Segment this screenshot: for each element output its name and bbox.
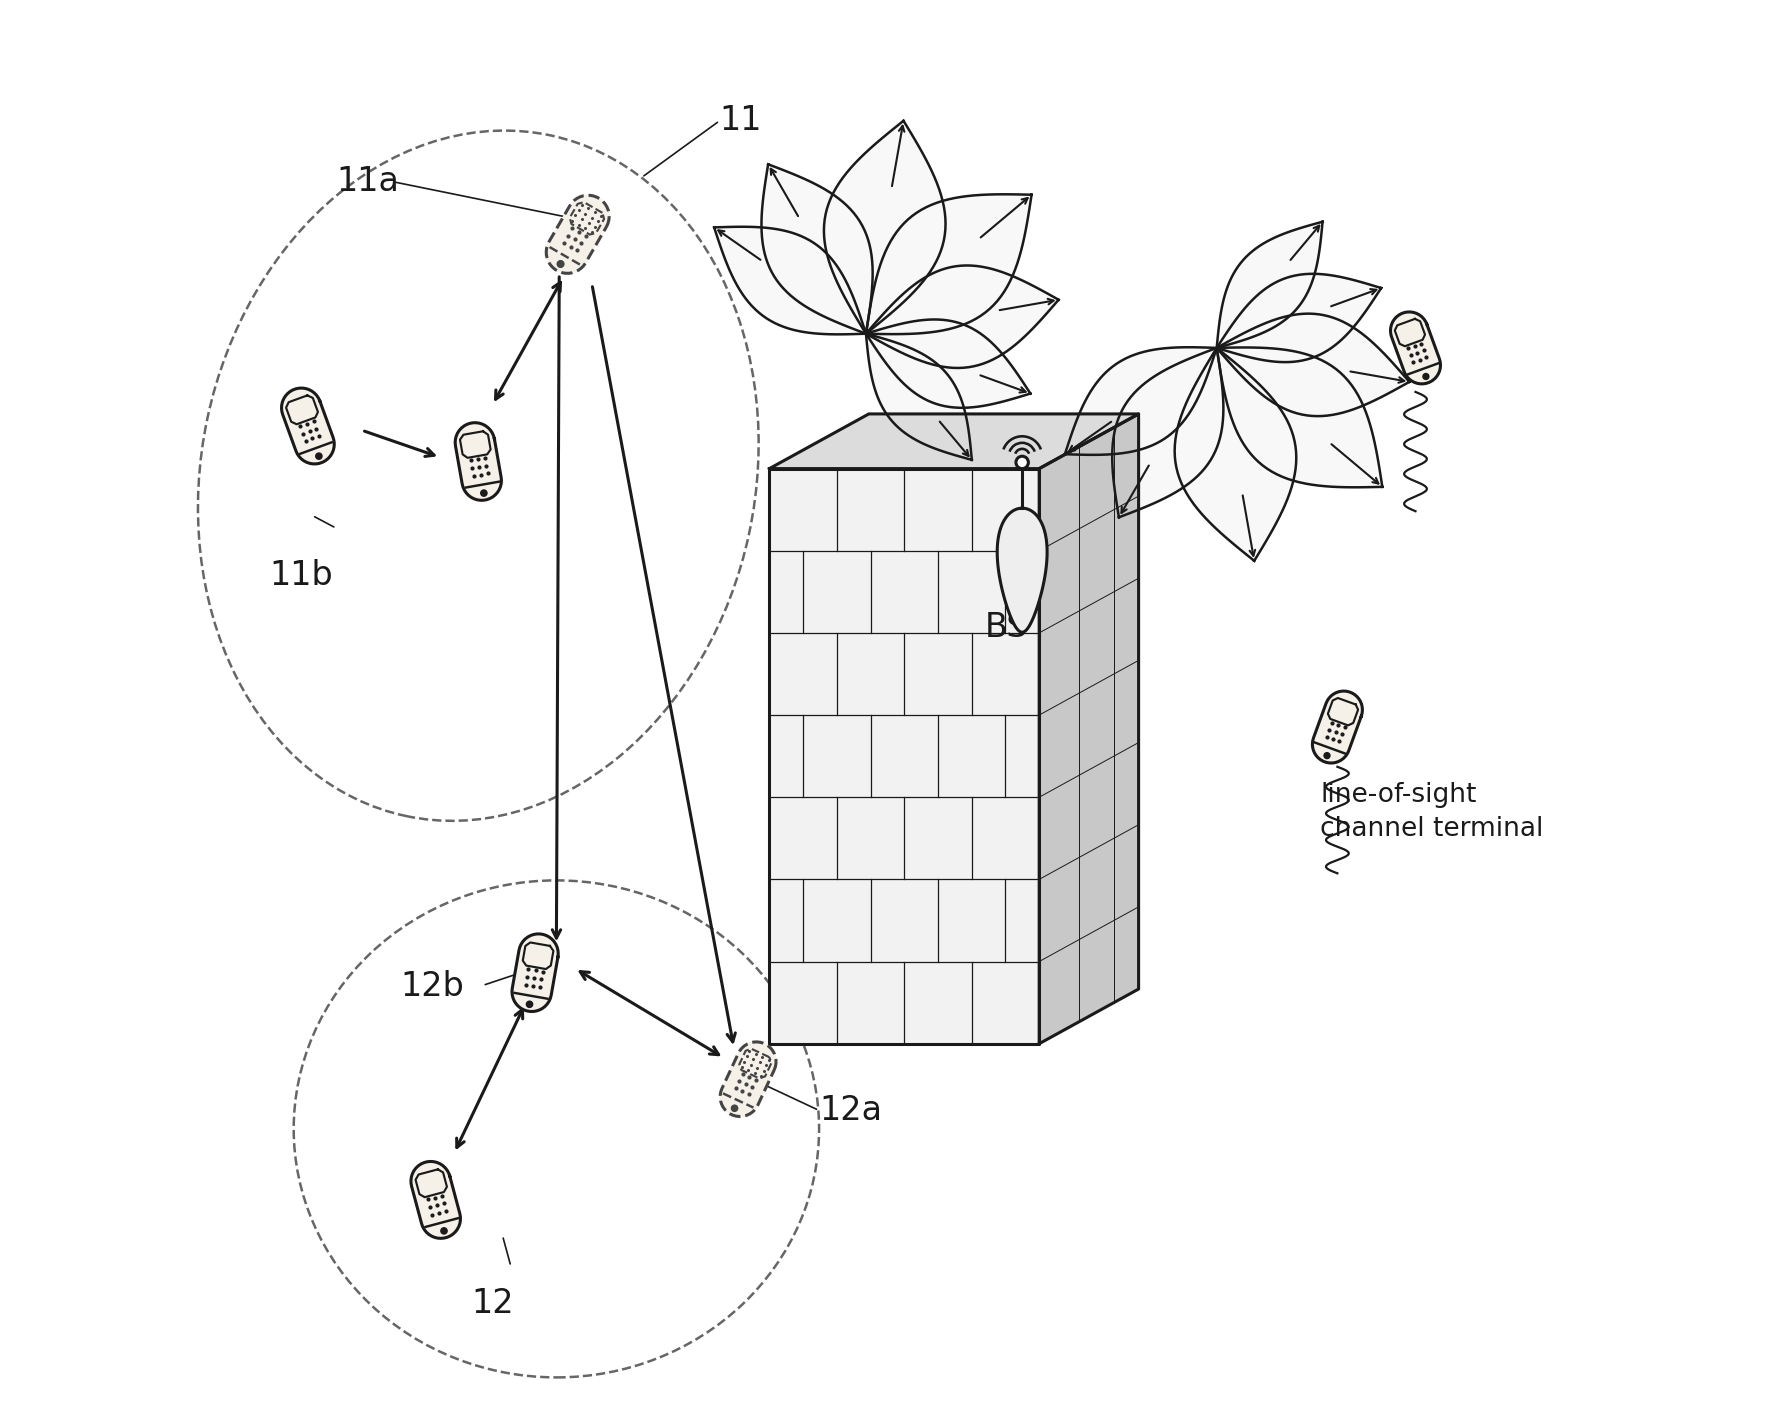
Polygon shape bbox=[865, 266, 1058, 368]
Polygon shape bbox=[1217, 348, 1383, 487]
Text: 12a: 12a bbox=[819, 1093, 881, 1127]
Polygon shape bbox=[1217, 222, 1323, 348]
Text: 12: 12 bbox=[472, 1287, 514, 1321]
Polygon shape bbox=[1217, 274, 1381, 362]
Polygon shape bbox=[721, 1042, 775, 1116]
Circle shape bbox=[442, 1228, 447, 1234]
Polygon shape bbox=[546, 196, 609, 273]
Polygon shape bbox=[761, 165, 872, 334]
Polygon shape bbox=[713, 227, 865, 334]
Polygon shape bbox=[456, 423, 502, 500]
Polygon shape bbox=[1390, 312, 1441, 383]
Polygon shape bbox=[281, 388, 334, 464]
Polygon shape bbox=[865, 320, 1030, 408]
Text: BS: BS bbox=[985, 611, 1030, 645]
Text: 11: 11 bbox=[721, 104, 763, 138]
Circle shape bbox=[1423, 373, 1429, 379]
Polygon shape bbox=[1217, 314, 1409, 416]
Polygon shape bbox=[1113, 348, 1224, 517]
Polygon shape bbox=[411, 1162, 461, 1238]
Polygon shape bbox=[825, 121, 945, 334]
Polygon shape bbox=[865, 334, 971, 460]
Polygon shape bbox=[1174, 348, 1296, 561]
Text: 11b: 11b bbox=[270, 558, 334, 592]
Circle shape bbox=[1015, 456, 1028, 469]
Circle shape bbox=[1324, 753, 1330, 758]
Polygon shape bbox=[998, 508, 1047, 632]
Circle shape bbox=[558, 261, 563, 267]
Text: 11a: 11a bbox=[336, 165, 399, 199]
Polygon shape bbox=[1065, 348, 1217, 454]
Circle shape bbox=[731, 1105, 738, 1112]
Circle shape bbox=[316, 453, 321, 459]
Circle shape bbox=[480, 490, 487, 496]
Text: line-of-sight
channel terminal: line-of-sight channel terminal bbox=[1321, 782, 1543, 842]
Polygon shape bbox=[770, 469, 1038, 1044]
Polygon shape bbox=[1038, 415, 1139, 1044]
Polygon shape bbox=[512, 934, 558, 1011]
Polygon shape bbox=[865, 195, 1031, 334]
Circle shape bbox=[526, 1001, 533, 1007]
Polygon shape bbox=[770, 415, 1139, 469]
Text: 12b: 12b bbox=[401, 970, 464, 1004]
Polygon shape bbox=[1312, 692, 1362, 763]
